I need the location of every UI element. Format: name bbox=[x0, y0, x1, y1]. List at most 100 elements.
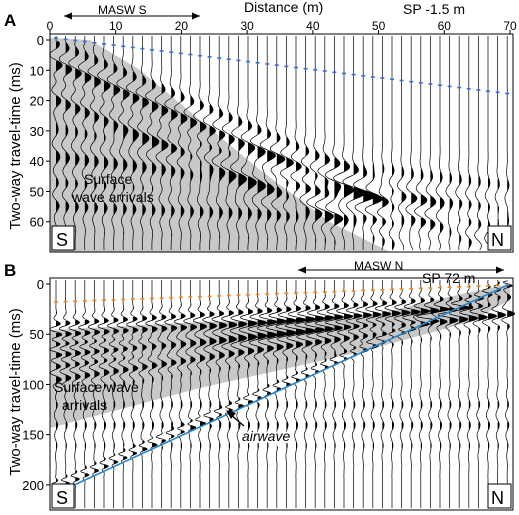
trace-peak-fill bbox=[94, 310, 100, 473]
x-tick-label: 70 bbox=[503, 19, 517, 33]
seismic-trace bbox=[364, 36, 384, 250]
panel-a-n-box bbox=[487, 225, 512, 251]
panel-b-n-label: N bbox=[491, 488, 504, 508]
seismic-trace bbox=[325, 280, 345, 508]
trace-peak-fill bbox=[113, 309, 119, 464]
trace-peak-fill bbox=[324, 295, 335, 449]
seismic-trace bbox=[393, 280, 411, 508]
seismic-trace bbox=[266, 280, 288, 508]
panel-b: B Two-way travel-time (ms) MASW N SP 72 … bbox=[4, 259, 516, 511]
trace-peak-fill bbox=[267, 129, 276, 240]
trace-peak-fill bbox=[497, 179, 500, 229]
panel-a-s-label: S bbox=[56, 230, 68, 250]
trace-peak-fill bbox=[171, 88, 178, 236]
panel-b-airwave-label-fg: airwave bbox=[242, 428, 290, 444]
panel-b-frame bbox=[49, 277, 514, 511]
panel-b-spread-label: MASW N bbox=[354, 259, 403, 273]
trace-peak-fill bbox=[209, 105, 216, 237]
trace-peak-fill bbox=[430, 170, 436, 230]
trace-peak-fill bbox=[305, 297, 316, 449]
seismic-trace bbox=[259, 36, 276, 250]
x-tick-label: 10 bbox=[109, 19, 123, 33]
airwave-pointer-arrow bbox=[226, 410, 245, 427]
trace-peak-fill bbox=[219, 109, 225, 238]
panel-a-y-axis-title: Two-way travel-time (ms) bbox=[7, 62, 24, 230]
panel-a-y-ticks: 0 10 20 30 40 50 60 bbox=[30, 33, 50, 230]
trace-peak-fill bbox=[228, 301, 237, 449]
panel-a-s-box bbox=[51, 225, 75, 251]
trace-peak-fill bbox=[84, 311, 91, 477]
panel-a-x-ticks: 0 10 20 30 40 50 60 70 bbox=[47, 19, 517, 34]
panel-a-frame bbox=[49, 33, 514, 253]
seismic-trace bbox=[342, 36, 366, 251]
seismic-trace bbox=[77, 36, 92, 250]
x-tick-label: 20 bbox=[175, 19, 189, 33]
y-tick-label: 30 bbox=[30, 124, 44, 139]
y-tick-label: 100 bbox=[22, 377, 44, 392]
y-tick-label: 50 bbox=[30, 184, 44, 199]
y-tick-label: 20 bbox=[30, 94, 44, 109]
trace-peak-fill bbox=[324, 154, 334, 244]
seismic-trace bbox=[269, 36, 286, 250]
seismic-trace bbox=[388, 36, 395, 251]
trace-peak-fill bbox=[200, 303, 207, 449]
trace-peak-fill bbox=[420, 169, 427, 228]
trace-peak-fill bbox=[459, 174, 462, 244]
trace-peak-fill bbox=[132, 307, 138, 456]
trace-peak-fill bbox=[430, 289, 440, 449]
trace-peak-fill bbox=[238, 117, 247, 239]
seismic-trace bbox=[413, 280, 431, 508]
trace-peak-fill bbox=[392, 291, 401, 449]
trace-peak-fill bbox=[353, 163, 366, 228]
trace-peak-fill bbox=[449, 173, 453, 237]
seismic-trace bbox=[501, 279, 516, 508]
trace-peak-fill bbox=[296, 297, 307, 449]
seismic-trace bbox=[353, 36, 376, 250]
seismic-trace bbox=[435, 36, 445, 251]
seismic-trace bbox=[405, 36, 418, 251]
seismic-trace bbox=[384, 280, 402, 508]
trace-peak-fill bbox=[56, 42, 63, 231]
x-tick-label: 30 bbox=[240, 19, 254, 33]
seismic-trace bbox=[183, 280, 198, 508]
seismic-trace bbox=[465, 36, 472, 251]
masw-n-spread-arrow bbox=[298, 266, 504, 274]
trace-peak-fill bbox=[190, 96, 197, 236]
trace-peak-fill bbox=[478, 176, 481, 229]
trace-peak-fill bbox=[334, 158, 343, 245]
seismic-trace bbox=[229, 280, 248, 508]
trace-peak-fill bbox=[56, 312, 62, 490]
trace-peak-fill bbox=[382, 164, 389, 247]
seismic-trace bbox=[284, 280, 307, 508]
trace-peak-fill bbox=[468, 175, 472, 248]
panel-a-surface-wave-zone bbox=[50, 38, 390, 252]
seismic-trace bbox=[294, 280, 317, 508]
trace-peak-fill bbox=[363, 165, 376, 224]
y-tick-label: 150 bbox=[22, 428, 44, 443]
panel-b-traces bbox=[49, 279, 516, 508]
seismic-trace bbox=[164, 36, 178, 250]
seismic-trace bbox=[126, 36, 140, 251]
y-tick-label: 10 bbox=[30, 63, 44, 78]
trace-peak-fill bbox=[65, 312, 72, 486]
seismic-trace bbox=[211, 280, 228, 508]
seismic-trace bbox=[445, 36, 454, 250]
seismic-trace bbox=[484, 36, 492, 250]
panel-b-zone-label-2: arrivals bbox=[62, 397, 107, 413]
trace-peak-fill bbox=[296, 142, 302, 241]
trace-peak-fill bbox=[104, 309, 110, 469]
y-tick-label: 0 bbox=[37, 33, 44, 48]
panel-b-surface-wave-zone bbox=[50, 284, 510, 428]
trace-peak-fill bbox=[315, 151, 323, 242]
trace-peak-fill bbox=[75, 311, 81, 482]
trace-peak-fill bbox=[248, 121, 257, 239]
x-tick-label: 0 bbox=[47, 19, 54, 33]
panel-a-spread-label: MASW S bbox=[98, 3, 147, 17]
seismic-trace bbox=[97, 36, 111, 250]
seismic-trace bbox=[364, 280, 382, 508]
seismic-trace bbox=[474, 36, 482, 251]
trace-peak-fill bbox=[507, 180, 509, 226]
seismic-trace bbox=[202, 280, 218, 508]
seismic-trace bbox=[49, 36, 63, 250]
